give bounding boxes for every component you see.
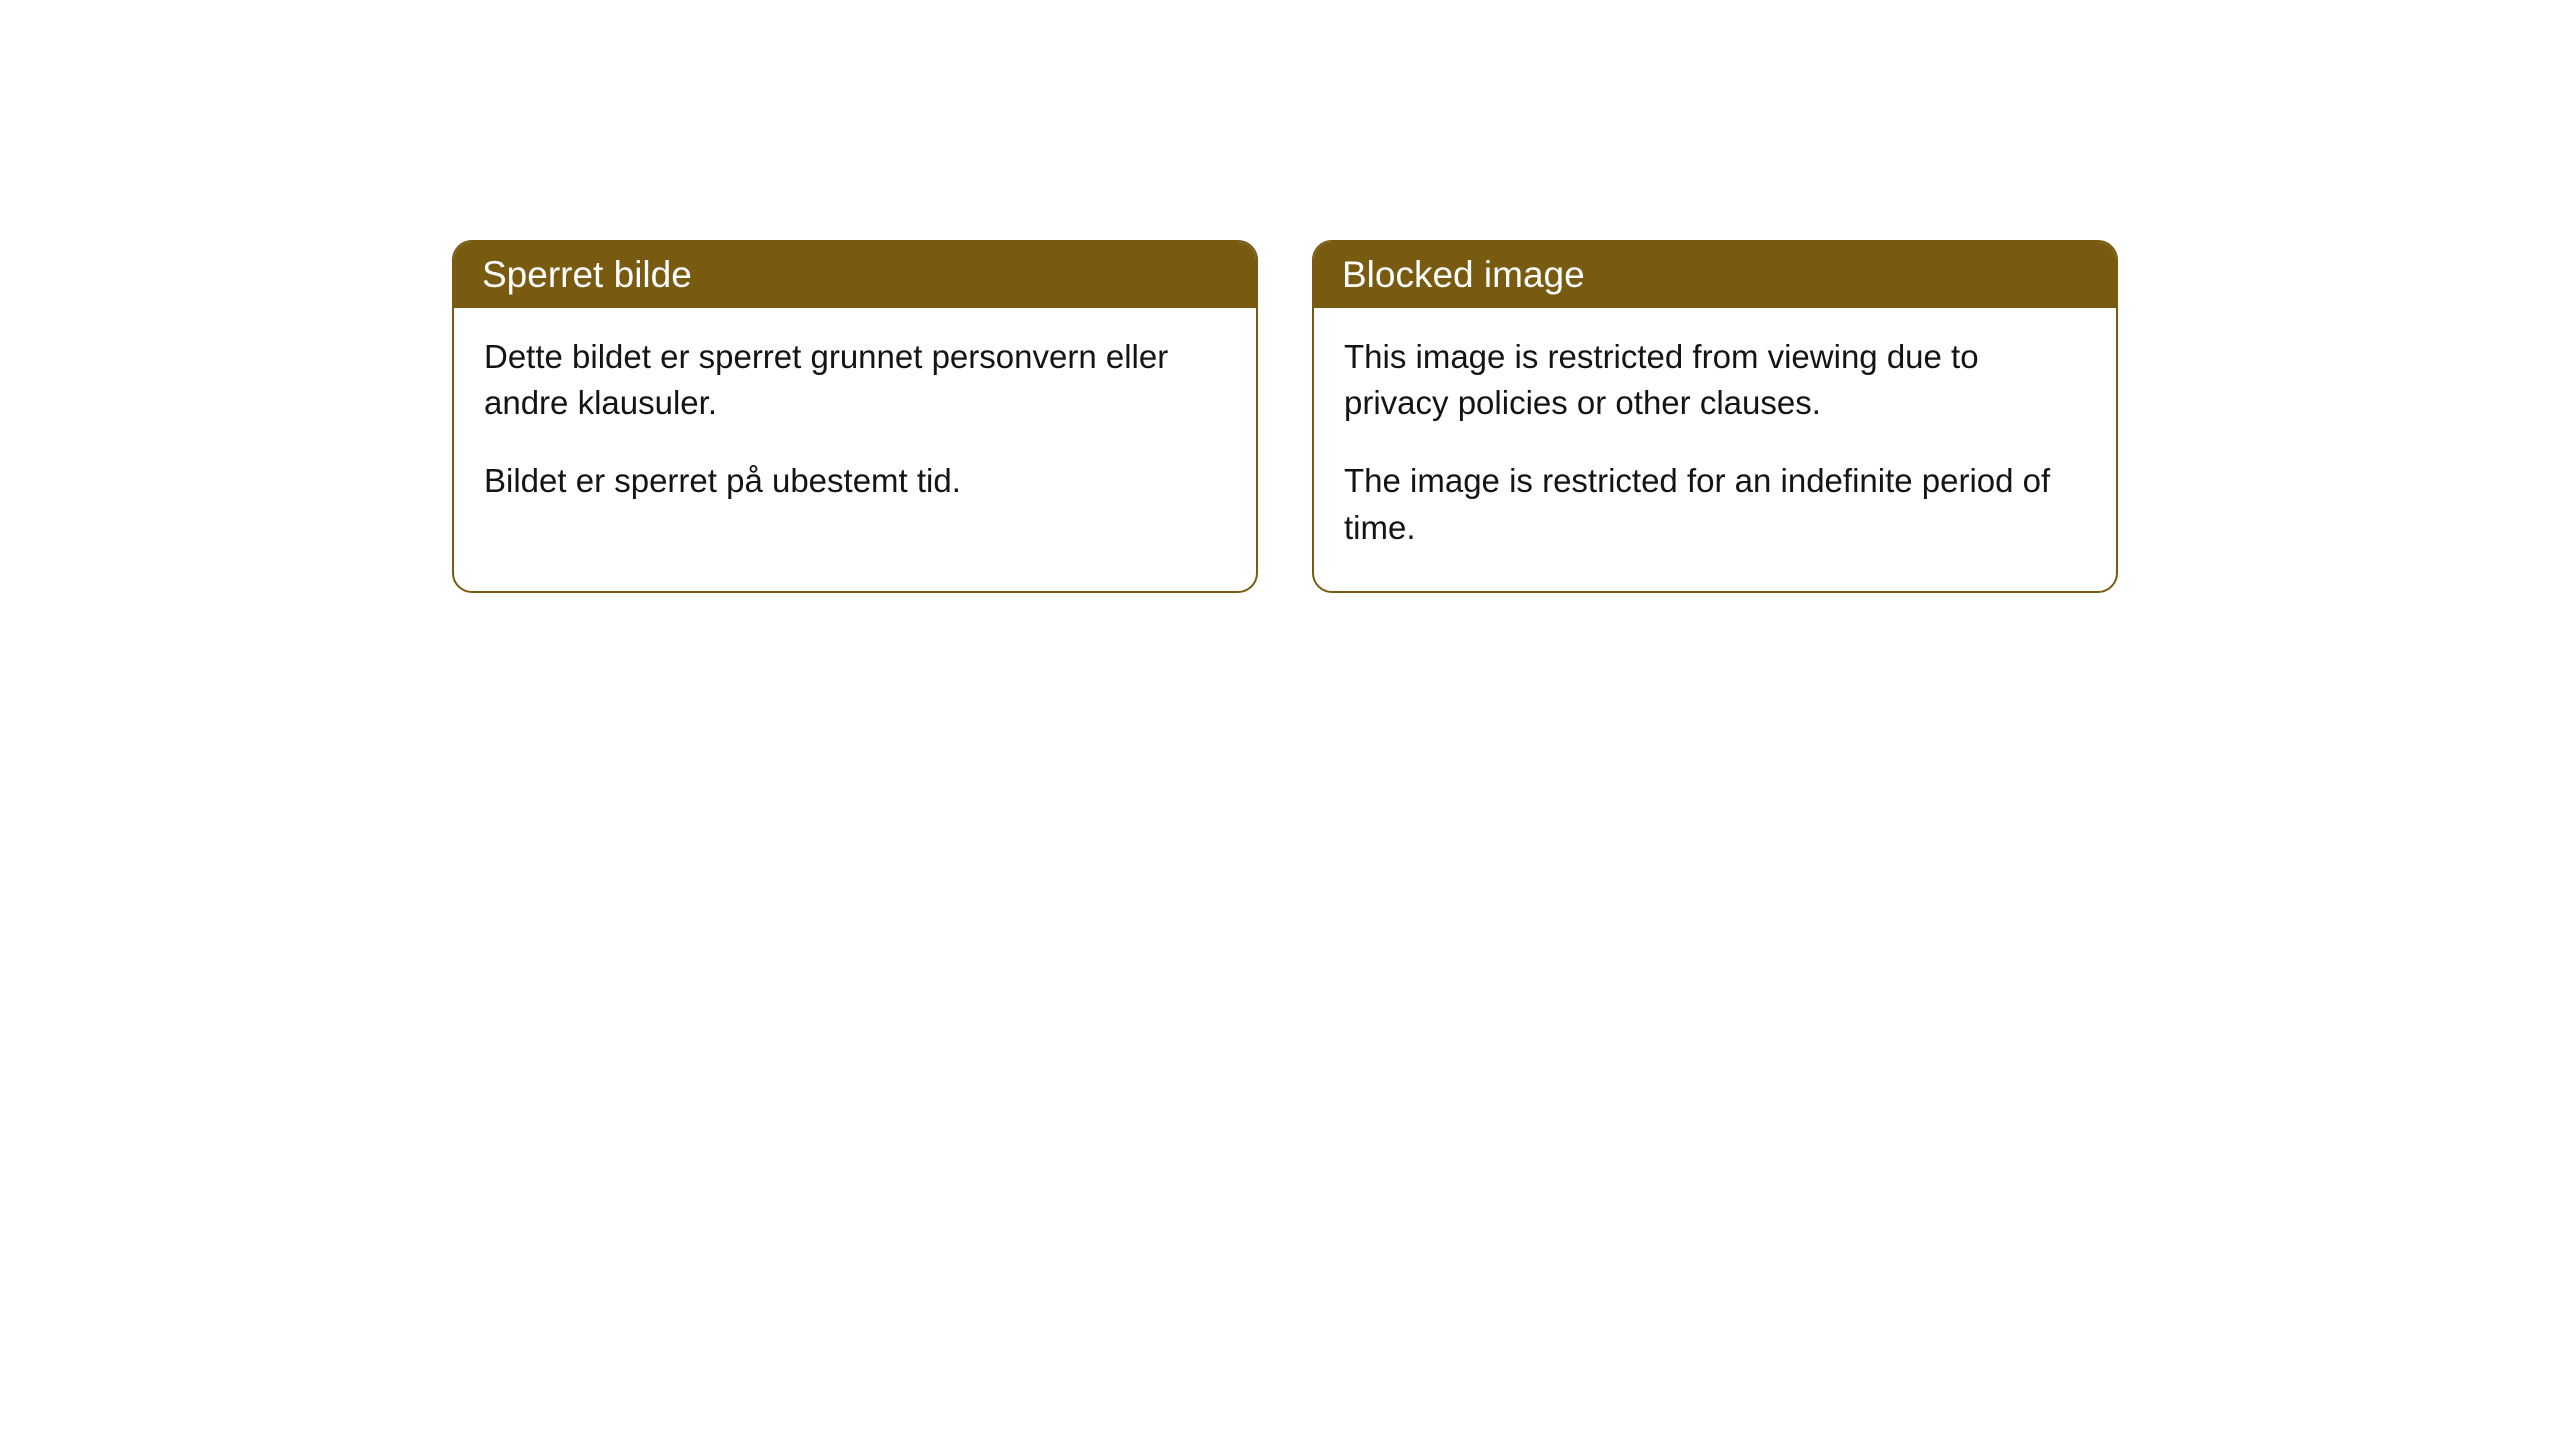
card-title-no: Sperret bilde [482,254,692,295]
card-title-en: Blocked image [1342,254,1585,295]
card-para1-en: This image is restricted from viewing du… [1344,334,2086,426]
cards-container: Sperret bilde Dette bildet er sperret gr… [0,0,2560,593]
card-para1-no: Dette bildet er sperret grunnet personve… [484,334,1226,426]
card-header-en: Blocked image [1314,242,2116,308]
card-body-en: This image is restricted from viewing du… [1314,308,2116,591]
card-para2-no: Bildet er sperret på ubestemt tid. [484,458,1226,504]
blocked-image-card-no: Sperret bilde Dette bildet er sperret gr… [452,240,1258,593]
card-para2-en: The image is restricted for an indefinit… [1344,458,2086,550]
card-body-no: Dette bildet er sperret grunnet personve… [454,308,1256,545]
card-header-no: Sperret bilde [454,242,1256,308]
blocked-image-card-en: Blocked image This image is restricted f… [1312,240,2118,593]
